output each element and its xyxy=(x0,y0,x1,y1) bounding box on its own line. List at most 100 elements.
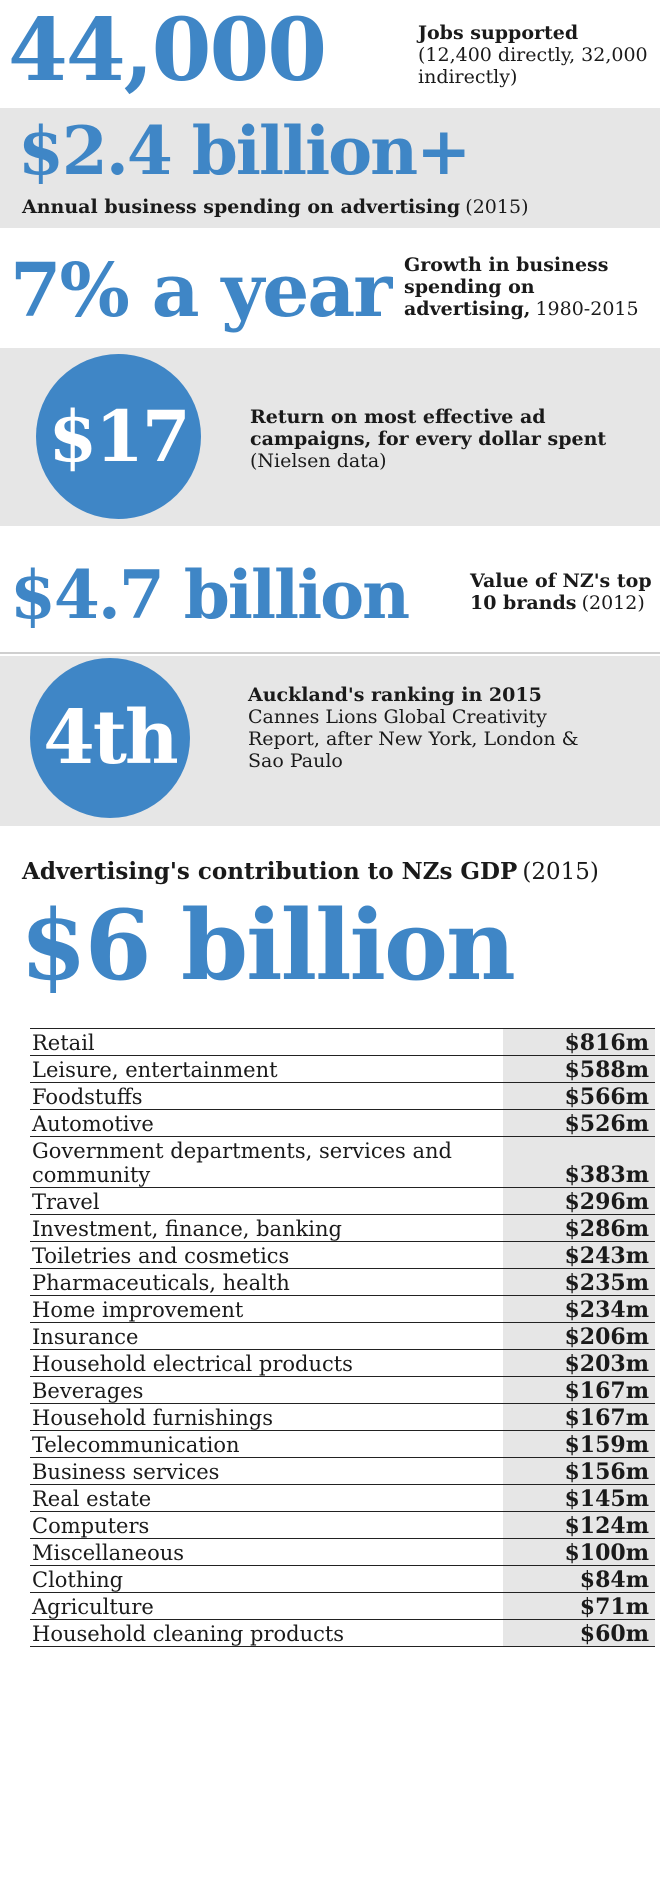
ranking-figure: 4th xyxy=(43,695,178,781)
return-source: (Nielsen data) xyxy=(250,450,387,472)
table-row: Household cleaning products $60m xyxy=(30,1619,655,1647)
growth-title: Growth in business spending on advertisi… xyxy=(404,254,609,320)
table-row: Government departments, services and com… xyxy=(30,1136,655,1187)
ranking-circle: 4th xyxy=(30,658,190,818)
return-label: Return on most effective ad campaigns, f… xyxy=(250,406,650,472)
table-category: Government departments, services and com… xyxy=(32,1139,452,1187)
table-value: $243m xyxy=(503,1242,655,1268)
spending-year: (2015) xyxy=(465,196,529,218)
table-row: Retail $816m xyxy=(30,1028,655,1055)
ranking-detail: Cannes Lions Global Creativity Report, a… xyxy=(248,706,579,772)
table-category: Beverages xyxy=(32,1379,144,1403)
ranking-section: 4th Auckland's ranking in 2015 Cannes Li… xyxy=(0,656,660,826)
table-row: Pharmaceuticals, health $235m xyxy=(30,1268,655,1295)
table-value: $383m xyxy=(503,1137,655,1187)
table-category: Household cleaning products xyxy=(32,1622,345,1646)
gdp-section: Advertising's contribution to NZs GDP (2… xyxy=(0,826,660,1026)
table-row: Household electrical products $203m xyxy=(30,1349,655,1376)
gdp-breakdown-table: Retail $816m Leisure, entertainment $588m Fo… xyxy=(30,1028,655,1647)
table-category: Insurance xyxy=(32,1325,139,1349)
table-category: Automotive xyxy=(32,1112,154,1136)
table-value: $60m xyxy=(503,1620,655,1646)
table-value: $296m xyxy=(503,1188,655,1214)
jobs-section: 44,000 Jobs supported (12,400 directly, … xyxy=(0,0,660,105)
table-category: Agriculture xyxy=(32,1595,154,1619)
table-row: Beverages $167m xyxy=(30,1376,655,1403)
table-category: Telecommunication xyxy=(32,1433,240,1457)
table-value: $816m xyxy=(503,1029,655,1055)
table-row: Insurance $206m xyxy=(30,1322,655,1349)
table-category: Retail xyxy=(32,1031,95,1055)
gdp-heading-line: Advertising's contribution to NZs GDP (2… xyxy=(22,858,599,885)
growth-years: 1980-2015 xyxy=(535,298,639,320)
table-row: Clothing $84m xyxy=(30,1565,655,1592)
table-value: $526m xyxy=(503,1110,655,1136)
table-value: $145m xyxy=(503,1485,655,1511)
table-value: $235m xyxy=(503,1269,655,1295)
table-value: $286m xyxy=(503,1215,655,1241)
jobs-figure: 44,000 xyxy=(8,0,327,101)
gdp-total: $6 billion xyxy=(20,889,516,1002)
growth-figure: 7% a year xyxy=(10,248,392,334)
table-category: Miscellaneous xyxy=(32,1541,185,1565)
table-value: $203m xyxy=(503,1350,655,1376)
table-row: Travel $296m xyxy=(30,1187,655,1214)
table-row: Household furnishings $167m xyxy=(30,1403,655,1430)
return-title: Return on most effective ad campaigns, f… xyxy=(250,406,607,450)
table-row: Telecommunication $159m xyxy=(30,1430,655,1457)
table-category: Home improvement xyxy=(32,1298,244,1322)
table-value: $100m xyxy=(503,1539,655,1565)
brands-title: Value of NZ's top 10 brands xyxy=(470,570,652,614)
table-row: Computers $124m xyxy=(30,1511,655,1538)
gdp-year: (2015) xyxy=(522,859,599,885)
table-row: Home improvement $234m xyxy=(30,1295,655,1322)
table-category: Toiletries and cosmetics xyxy=(32,1244,290,1268)
brands-year: (2012) xyxy=(581,592,645,614)
divider xyxy=(0,652,660,654)
table-category: Household electrical products xyxy=(32,1352,353,1376)
table-value: $84m xyxy=(503,1566,655,1592)
table-category: Leisure, entertainment xyxy=(32,1058,278,1082)
table-value: $167m xyxy=(503,1377,655,1403)
table-category: Computers xyxy=(32,1514,150,1538)
jobs-detail: (12,400 directly, 32,000 indirectly) xyxy=(418,44,648,88)
table-category: Investment, finance, banking xyxy=(32,1217,342,1241)
table-category: Real estate xyxy=(32,1487,152,1511)
table-row: Miscellaneous $100m xyxy=(30,1538,655,1565)
brands-section: $4.7 billion Value of NZ's top 10 brands… xyxy=(0,540,660,650)
table-category: Pharmaceuticals, health xyxy=(32,1271,290,1295)
table-row: Toiletries and cosmetics $243m xyxy=(30,1241,655,1268)
ranking-title: Auckland's ranking in 2015 xyxy=(248,684,542,706)
table-row: Automotive $526m xyxy=(30,1109,655,1136)
brands-figure: $4.7 billion xyxy=(10,556,410,634)
table-value: $234m xyxy=(503,1296,655,1322)
table-value: $206m xyxy=(503,1323,655,1349)
table-value: $566m xyxy=(503,1083,655,1109)
table-value: $588m xyxy=(503,1056,655,1082)
table-row: Leisure, entertainment $588m xyxy=(30,1055,655,1082)
spending-section: $2.4 billion+ Annual business spending o… xyxy=(0,108,660,228)
table-value: $167m xyxy=(503,1404,655,1430)
table-category: Household furnishings xyxy=(32,1406,274,1430)
spending-label: Annual business spending on advertising … xyxy=(22,196,652,218)
table-value: $124m xyxy=(503,1512,655,1538)
gdp-heading: Advertising's contribution to NZs GDP xyxy=(22,858,518,885)
table-row: Agriculture $71m xyxy=(30,1592,655,1619)
growth-section: 7% a year Growth in business spending on… xyxy=(0,236,660,346)
growth-label: Growth in business spending on advertisi… xyxy=(404,254,654,320)
table-category: Clothing xyxy=(32,1568,124,1592)
table-row: Real estate $145m xyxy=(30,1484,655,1511)
table-value: $156m xyxy=(503,1458,655,1484)
table-category: Foodstuffs xyxy=(32,1085,143,1109)
return-figure: $17 xyxy=(48,395,190,478)
jobs-label: Jobs supported (12,400 directly, 32,000 … xyxy=(418,22,658,88)
spending-title: Annual business spending on advertising xyxy=(22,196,461,218)
table-value: $159m xyxy=(503,1431,655,1457)
table-category: Travel xyxy=(32,1190,100,1214)
spending-figure: $2.4 billion+ xyxy=(18,112,471,190)
brands-label: Value of NZ's top 10 brands (2012) xyxy=(470,570,655,614)
table-row: Investment, finance, banking $286m xyxy=(30,1214,655,1241)
table-category: Business services xyxy=(32,1460,220,1484)
return-section: $17 Return on most effective ad campaign… xyxy=(0,348,660,526)
table-row: Business services $156m xyxy=(30,1457,655,1484)
